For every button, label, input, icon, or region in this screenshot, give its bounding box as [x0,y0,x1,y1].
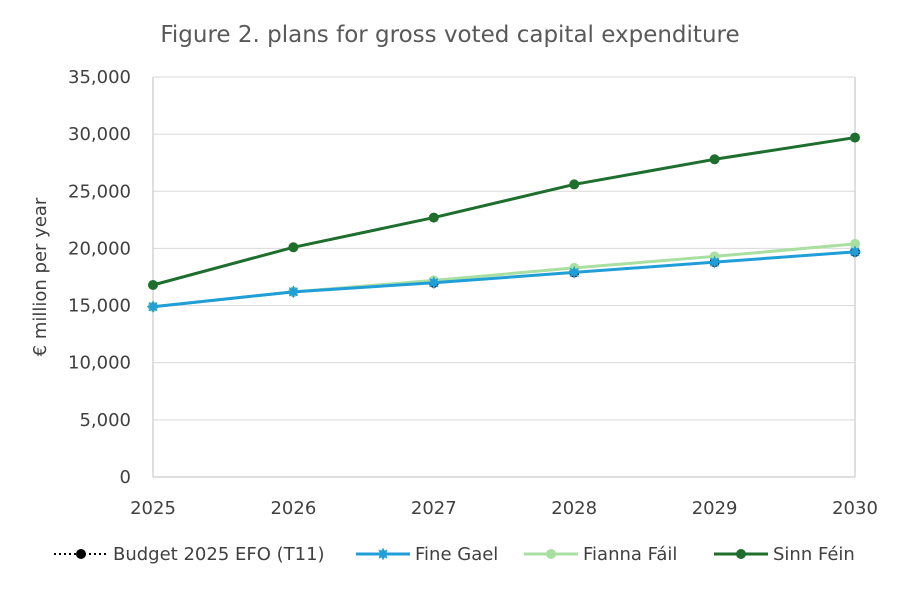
data-point [848,245,862,259]
legend: Budget 2025 EFO (T11) Fine Gael Fianna Fái… [54,544,855,565]
series-line [152,250,856,309]
x-axis-ticks: 2025 2026 2027 2028 2029 2030 [130,498,878,519]
data-point [286,285,301,299]
y-tick-label: 25,000 [68,181,131,202]
data-point [850,238,860,249]
legend-label: Sinn Féin [773,544,855,565]
x-tick-label: 2029 [692,498,738,519]
x-tick-label: 2025 [130,498,176,519]
series-fine-gael [146,245,862,314]
data-point [850,132,860,143]
data-point [569,179,580,190]
data-point [148,280,158,290]
y-tick-label: 5,000 [79,410,131,431]
x-tick-label: 2027 [411,498,457,519]
legend-label: Budget 2025 EFO (T11) [113,544,325,565]
gridlines [152,76,856,478]
data-point [427,276,441,290]
legend-item: Fianna Fáil [524,544,677,565]
series-line [152,242,856,309]
legend-marker [376,547,390,561]
y-tick-label: 15,000 [68,296,131,317]
series-line [152,136,856,287]
y-tick-label: 20,000 [68,238,131,259]
legend-item: Sinn Féin [714,544,855,565]
data-point [567,265,581,280]
data-point [146,300,160,314]
data-point [288,242,299,253]
y-tick-label: 0 [120,467,131,488]
y-tick-label: 30,000 [68,124,131,145]
series-lines [146,132,862,314]
x-tick-label: 2030 [832,498,878,519]
y-axis-label: € million per year [30,197,51,356]
data-point [428,212,439,223]
legend-label: Fine Gael [415,544,498,565]
legend-label: Fianna Fáil [583,544,677,565]
x-tick-label: 2026 [270,498,316,519]
y-axis-ticks: 0 5,000 10,000 15,000 20,000 25,000 30,000 35,0… [68,67,131,488]
legend-item: Fine Gael [356,544,498,565]
legend-marker [546,549,556,559]
data-point [709,154,720,165]
y-tick-label: 10,000 [68,353,131,374]
legend-marker [76,549,86,559]
chart-title: Figure 2. plans for gross voted capital … [160,22,739,48]
data-point [707,255,722,269]
series-fianna-f-il [148,238,860,312]
legend-marker [736,549,746,559]
x-tick-label: 2028 [551,498,597,519]
y-tick-label: 35,000 [68,67,131,88]
legend-item: Budget 2025 EFO (T11) [54,544,325,565]
series-sinn-f-in [148,132,860,290]
